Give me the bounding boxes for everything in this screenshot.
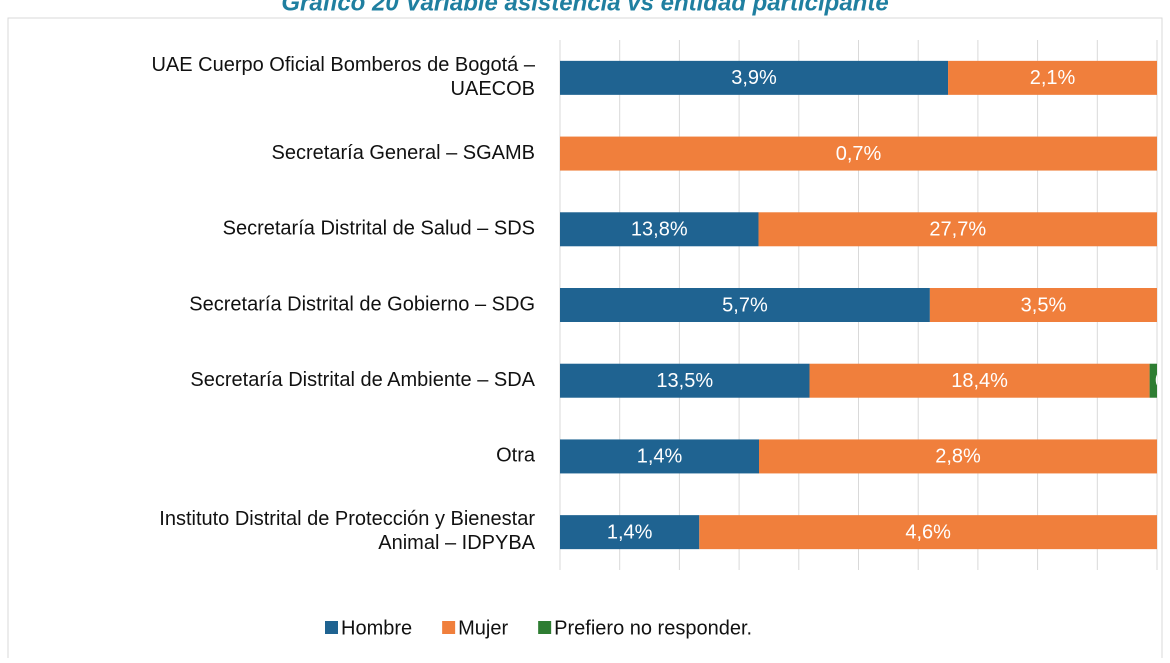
legend-label: Prefiero no responder.	[554, 617, 752, 639]
y-tick-label: Instituto Distrital de Protección y Bien…	[159, 508, 535, 554]
bar-segment	[948, 60, 1157, 95]
bar-segment	[758, 212, 1157, 247]
data-label: 13,5%	[656, 370, 713, 392]
bar-segment	[560, 136, 1157, 171]
data-label: 1,4%	[637, 446, 683, 468]
bar-segment	[759, 439, 1157, 474]
bar-segment	[699, 515, 1157, 550]
legend-label: Hombre	[341, 617, 412, 639]
y-tick-label: UAE Cuerpo Oficial Bomberos de Bogotá – U…	[151, 54, 535, 100]
bar-segment	[560, 363, 810, 398]
bars: 3,9% 2,1% 0,7% 13,8% 27,7% 5,7% 3,5% 13,5% 18,4%…	[560, 60, 1170, 550]
bar-segment	[560, 60, 949, 95]
data-label: 0,7%	[836, 143, 882, 165]
y-tick-label: Secretaría General – SGAMB	[272, 142, 535, 164]
y-tick-label: Secretaría Distrital de Ambiente – SDA	[190, 369, 535, 391]
data-label: 0,4%	[1155, 370, 1170, 392]
bar-segment	[1149, 363, 1157, 398]
bar-segment	[560, 515, 700, 550]
data-label: 4,6%	[905, 521, 951, 543]
legend-swatch	[325, 621, 338, 634]
bar-segment	[560, 288, 930, 322]
y-tick-label: Secretaría Distrital de Gobierno – SDG	[189, 293, 535, 315]
bar-segment	[560, 212, 759, 247]
bar-segment	[929, 288, 1157, 322]
bar-segment	[809, 363, 1150, 398]
data-label: 13,8%	[631, 219, 688, 241]
data-label: 1,4%	[607, 521, 653, 543]
data-label: 2,1%	[1030, 67, 1076, 89]
chart-frame	[7, 17, 1163, 663]
y-tick-label: Otra	[496, 445, 536, 467]
data-label: 18,4%	[951, 370, 1008, 392]
data-label: 27,7%	[929, 219, 986, 241]
legend-label: Mujer	[458, 617, 508, 639]
data-label: 5,7%	[722, 294, 768, 316]
data-label: 3,9%	[731, 67, 777, 89]
bar-segment	[560, 439, 759, 474]
y-tick-label: Secretaría Distrital de Salud – SDS	[223, 218, 535, 240]
legend-swatch	[442, 621, 456, 634]
data-label: 2,8%	[935, 446, 981, 468]
chart-title: Gráfico 20 Variable asistencia vs entida…	[281, 0, 888, 16]
legend-swatch	[538, 621, 552, 634]
data-label: 3,5%	[1021, 294, 1067, 316]
